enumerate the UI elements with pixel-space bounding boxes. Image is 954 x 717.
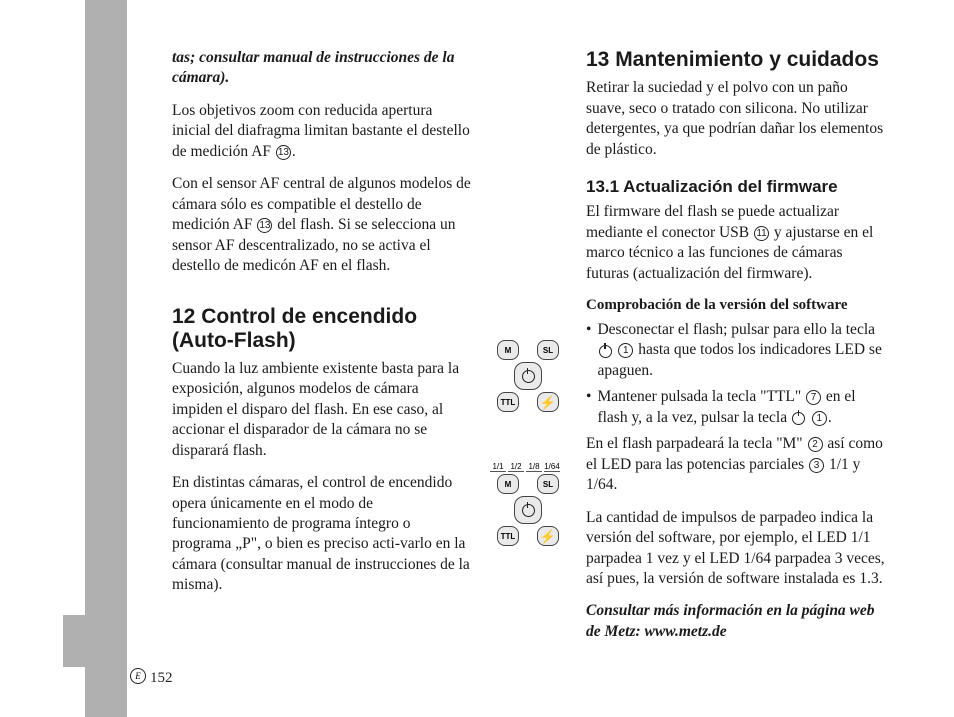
ref-13-icon: 13 xyxy=(276,145,291,160)
text: . xyxy=(828,409,832,426)
fraction-label: 1/8 xyxy=(526,462,542,472)
section-13-1-heading: 13.1 Actualización del firmware xyxy=(586,176,886,198)
btn-ttl: TTL xyxy=(497,526,519,546)
btn-bolt: ⚡ xyxy=(537,392,559,412)
power-icon xyxy=(521,503,535,517)
btn-power xyxy=(514,362,542,390)
text: Los objetivos zoom con reducida apertura… xyxy=(172,102,470,160)
language-badge: E xyxy=(130,668,146,684)
bullet-disconnect: • Desconectar el flash; pulsar para ello… xyxy=(586,320,886,381)
button-cluster-2: 1/1 1/2 1/8 1/64 M SL TTL ⚡ xyxy=(496,462,560,546)
text: En el flash parpadeará la tecla "M" xyxy=(586,435,807,452)
para-af-sensor: Con el sensor AF central de algunos mode… xyxy=(172,174,472,276)
ref-2-icon: 2 xyxy=(808,437,823,452)
continuation-note: tas; consultar manual de instrucciones d… xyxy=(172,48,472,89)
page-number: 152 xyxy=(150,670,173,687)
sidebar-gray-bar xyxy=(85,0,127,717)
bullet-text: Desconectar el flash; pulsar para ello l… xyxy=(597,320,886,381)
fraction-label: 1/1 xyxy=(490,462,506,472)
btn-power xyxy=(514,496,542,524)
para-zoom-lenses: Los objetivos zoom con reducida apertura… xyxy=(172,101,472,162)
text: hasta que todos los indicadores LED se a… xyxy=(597,341,881,378)
para-flash-blink: En el flash parpadeará la tecla "M" 2 as… xyxy=(586,434,886,495)
power-icon xyxy=(598,344,612,358)
btn-sl: SL xyxy=(537,474,559,494)
footer-metz-link: Consultar más información en la página w… xyxy=(586,601,886,642)
ref-7-icon: 7 xyxy=(806,390,821,405)
power-icon xyxy=(521,369,535,383)
section-13-heading: 13 Mantenimiento y cuidados xyxy=(586,48,886,72)
fraction-label: 1/2 xyxy=(508,462,524,472)
ref-1-icon: 1 xyxy=(618,343,633,358)
para-firmware-update: El firmware del flash se puede actualiza… xyxy=(586,202,886,284)
ref-11-icon: 11 xyxy=(754,226,769,241)
text: Desconectar el flash; pulsar para ello l… xyxy=(597,321,875,338)
btn-sl: SL xyxy=(537,340,559,360)
left-column: tas; consultar manual de instrucciones d… xyxy=(172,48,472,608)
ref-3-icon: 3 xyxy=(809,458,824,473)
para-blink-count: La cantidad de impulsos de parpadeo indi… xyxy=(586,508,886,590)
bullet-marker: • xyxy=(586,387,591,428)
para-cleaning: Retirar la suciedad y el polvo con un pa… xyxy=(586,78,886,160)
right-column: 13 Mantenimiento y cuidados Retirar la s… xyxy=(586,48,886,654)
btn-m: M xyxy=(497,474,519,494)
bullet-marker: • xyxy=(586,320,591,381)
btn-ttl: TTL xyxy=(497,392,519,412)
bullet-hold-ttl: • Mantener pulsada la tecla "TTL" 7 en e… xyxy=(586,387,886,428)
button-cluster-1: M SL TTL ⚡ xyxy=(496,340,560,412)
text: Mantener pulsada la tecla "TTL" xyxy=(597,388,805,405)
ref-13-icon: 13 xyxy=(257,218,272,233)
text: . xyxy=(292,143,296,160)
section-12-heading: 12 Control de encendido (Auto-Flash) xyxy=(172,305,472,353)
para-ambient-light: Cuando la luz ambiente existente basta p… xyxy=(172,359,472,461)
btn-bolt: ⚡ xyxy=(537,526,559,546)
fraction-row: 1/1 1/2 1/8 1/64 xyxy=(490,462,560,472)
para-different-cameras: En distintas cámaras, el control de ence… xyxy=(172,473,472,596)
fraction-label: 1/64 xyxy=(544,462,560,472)
ref-1-icon: 1 xyxy=(812,411,827,426)
sidebar-tab xyxy=(63,615,85,667)
margin-figures: M SL TTL ⚡ 1/1 1/2 1/8 1/64 M SL TTL xyxy=(496,340,576,596)
power-icon xyxy=(792,411,806,425)
bullet-text: Mantener pulsada la tecla "TTL" 7 en el … xyxy=(597,387,886,428)
subsection-software-check: Comprobación de la versión del software xyxy=(586,296,886,316)
btn-m: M xyxy=(497,340,519,360)
